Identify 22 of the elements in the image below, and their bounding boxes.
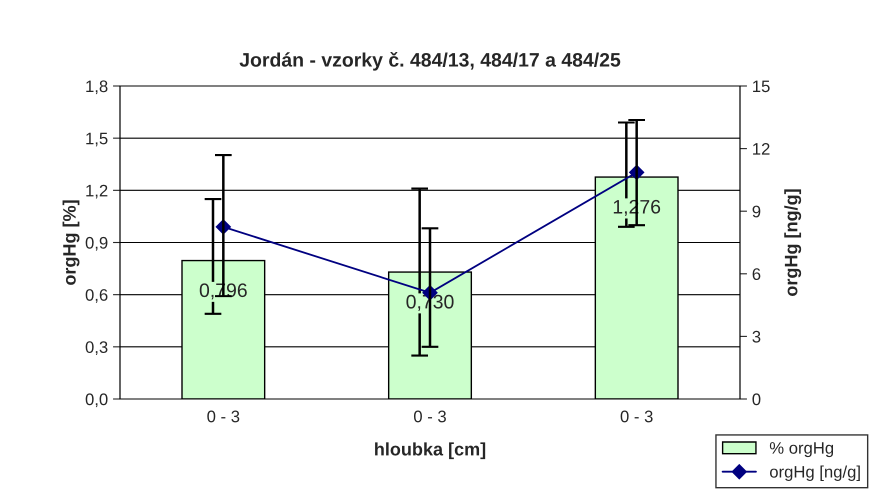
y-tick-label: 1,2 <box>86 184 108 199</box>
legend-label: % orgHg <box>770 442 834 458</box>
x-tick-label: 0 - 3 <box>207 410 240 422</box>
y-tick-label: 1,5 <box>86 132 108 146</box>
y2-axis-title: orgHg [ng/g] <box>784 189 802 296</box>
x-tick-label: 0 - 3 <box>414 410 446 422</box>
y-tick-label: 0,6 <box>86 289 108 303</box>
y2-tick-label: 9 <box>752 206 760 218</box>
y2-tick-label: 15 <box>753 80 770 92</box>
x-axis-title: hloubka [cm] <box>375 442 486 460</box>
y2-tick-label: 6 <box>752 268 760 280</box>
y-tick-label: 0,0 <box>86 393 108 408</box>
y2-tick-label: 12 <box>753 143 770 155</box>
y-axis-title: orgHg [%] <box>62 200 80 285</box>
x-tick-label: 0 - 3 <box>620 410 653 422</box>
y2-tick-label: 0 <box>752 393 760 406</box>
chart-title: Jordán - vzorky č. 484/13, 484/17 a 484/25 <box>240 52 620 71</box>
y-tick-label: 0,3 <box>86 341 108 356</box>
y-tick-label: 0,9 <box>86 236 108 251</box>
y2-tick-label: 3 <box>752 330 760 343</box>
y-tick-label: 1,8 <box>86 80 108 94</box>
legend-label: orgHg [ng/g] <box>770 465 860 481</box>
